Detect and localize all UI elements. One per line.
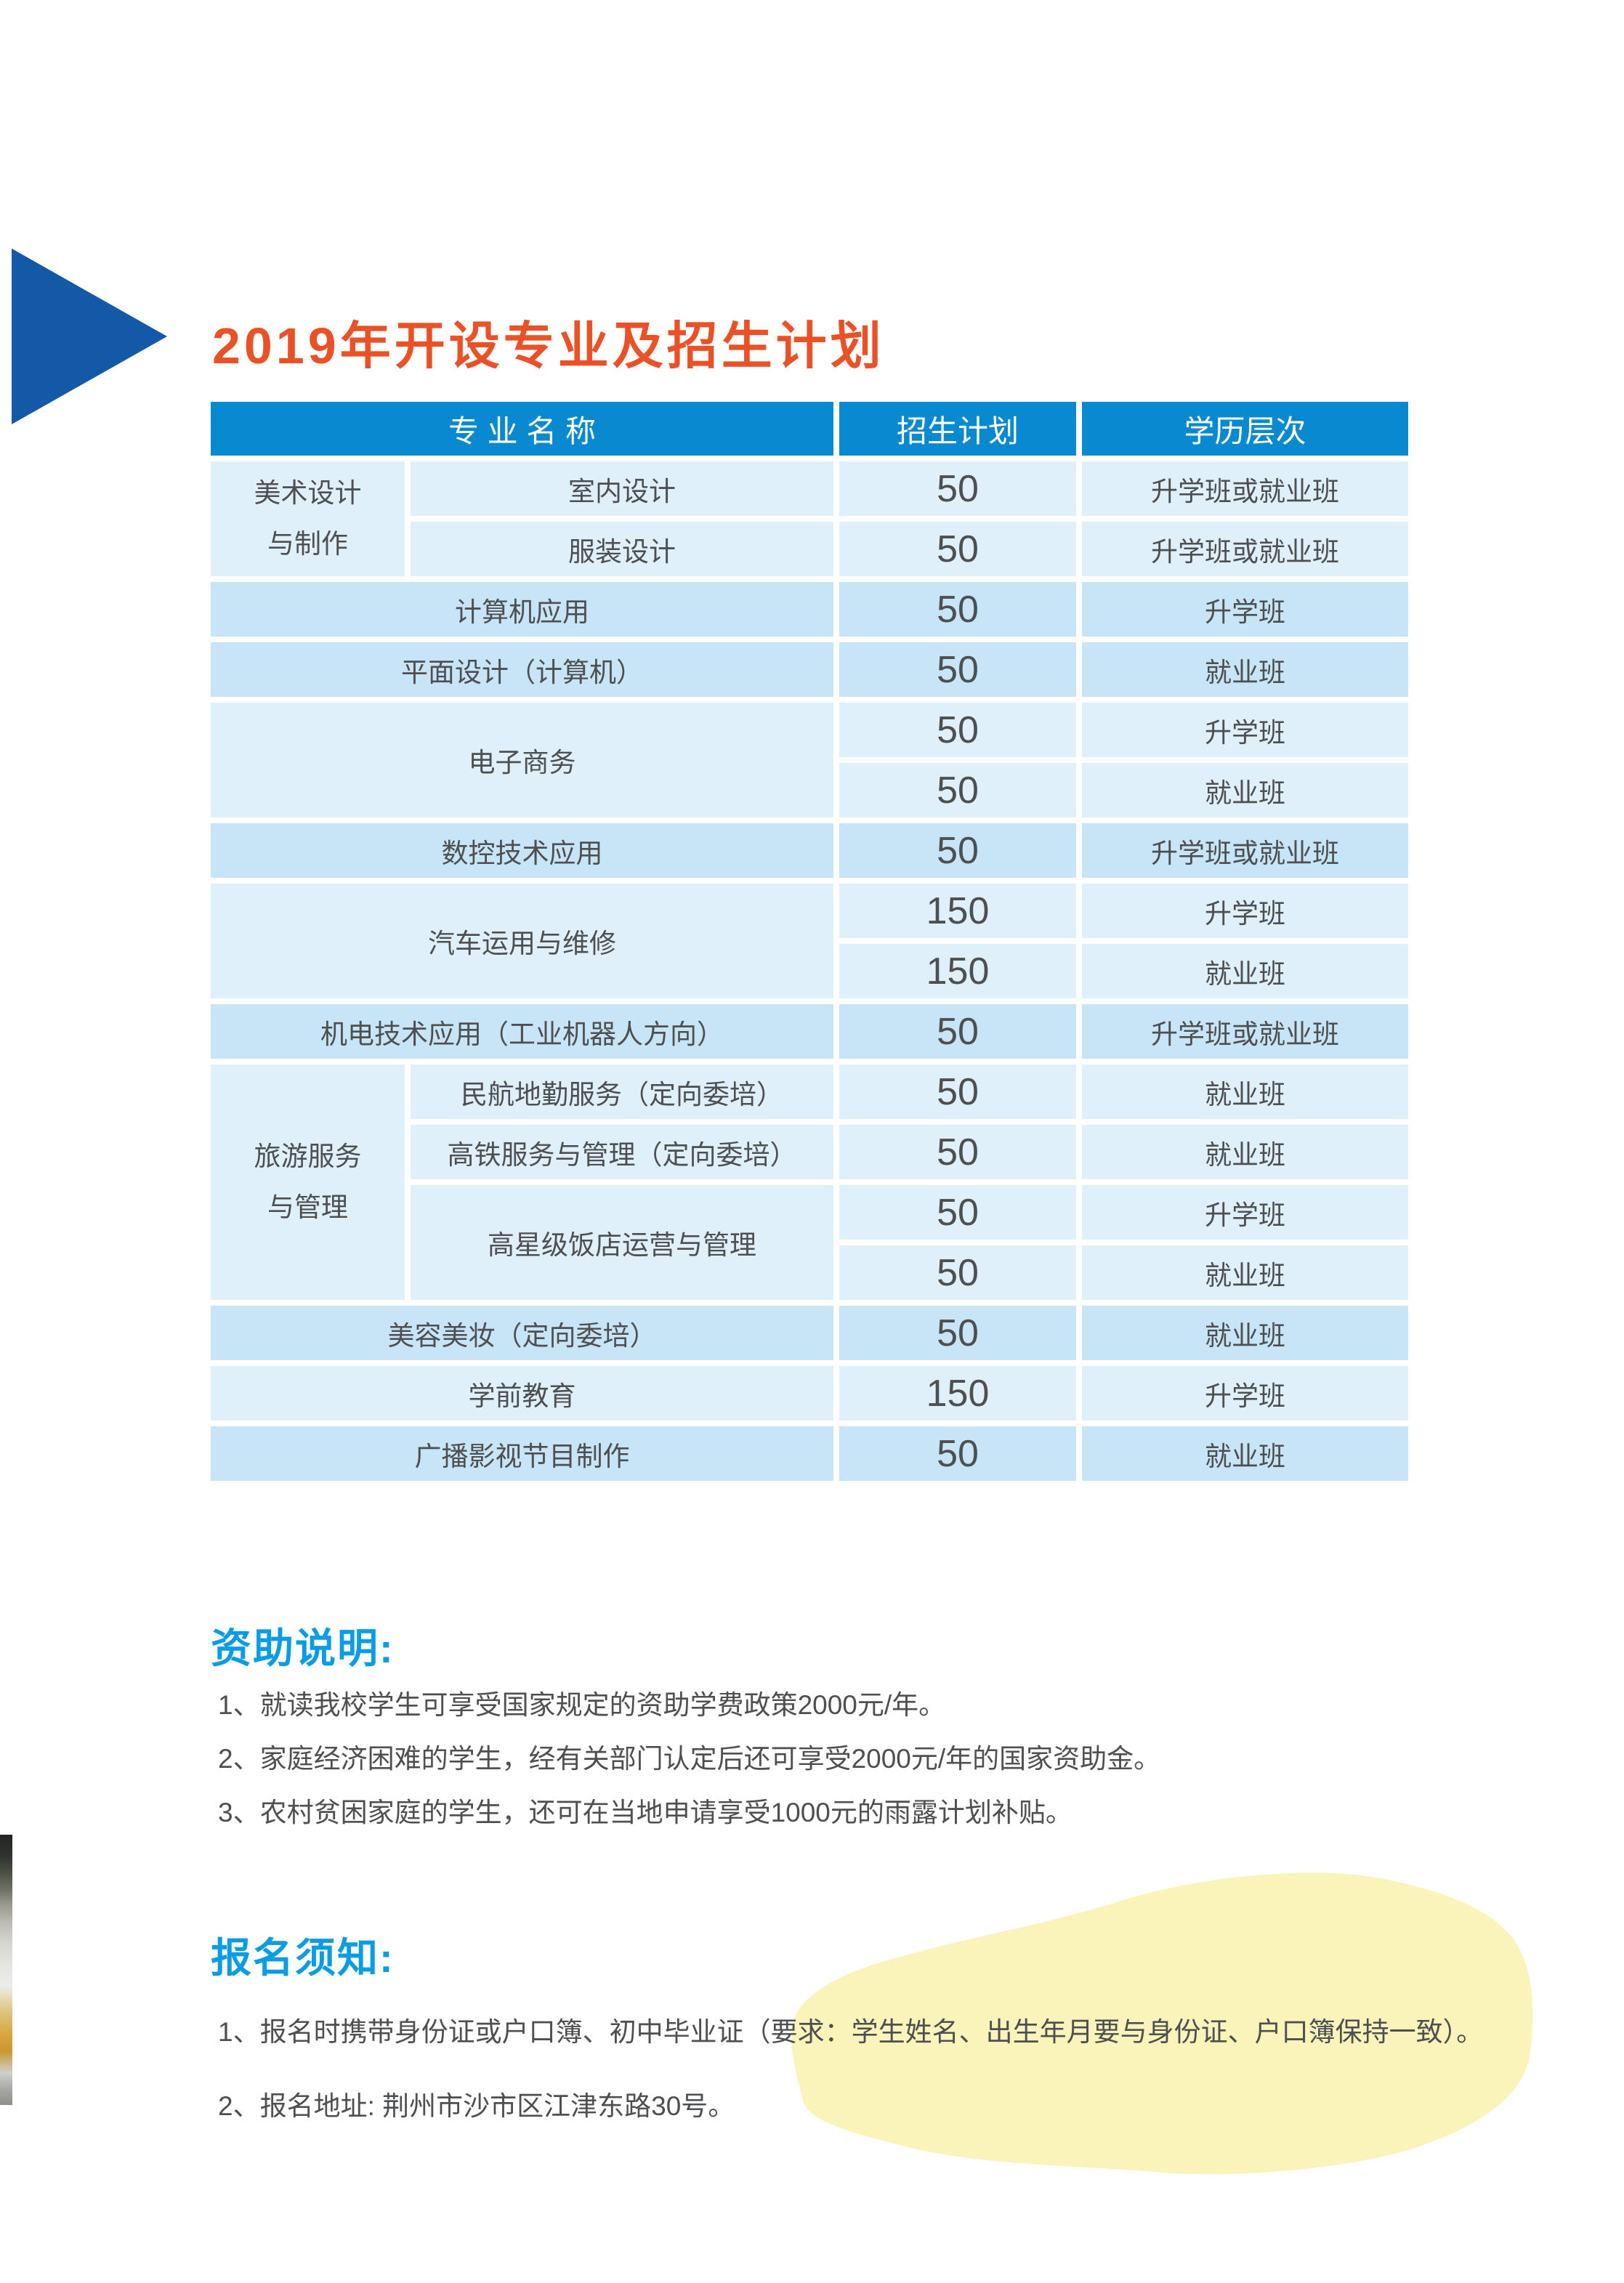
plan-cell: 50 — [839, 582, 1077, 637]
plan-cell: 50 — [839, 522, 1077, 576]
funding-heading: 资助说明: — [211, 1625, 395, 1671]
plan-cell: 50 — [839, 1245, 1077, 1300]
level-cell: 就业班 — [1082, 944, 1409, 998]
plan-cell: 50 — [839, 1125, 1077, 1179]
category-cell: 旅游服务与管理 — [211, 1064, 405, 1300]
table-row: 美容美妆（定向委培） 50 就业班 — [211, 1306, 1409, 1360]
level-cell: 就业班 — [1082, 642, 1409, 697]
level-cell: 升学班或就业班 — [1082, 461, 1409, 516]
major-cell: 数控技术应用 — [211, 823, 834, 878]
plan-cell: 50 — [839, 1306, 1077, 1360]
table-row: 50 就业班 — [211, 763, 1409, 817]
table-header-row: 专 业 名 称 招生计划 学历层次 — [211, 402, 1409, 456]
level-cell: 就业班 — [1082, 1426, 1409, 1481]
level-cell: 升学班或就业班 — [1082, 522, 1409, 576]
level-cell: 就业班 — [1082, 763, 1409, 817]
plan-cell: 50 — [839, 703, 1077, 757]
level-cell: 升学班 — [1082, 1185, 1409, 1240]
table-row: 数控技术应用 50 升学班或就业班 — [211, 823, 1409, 878]
level-cell: 就业班 — [1082, 1306, 1409, 1360]
category-cell: 美术设计与制作 — [211, 461, 405, 576]
photo-strip — [0, 1835, 12, 2105]
major-cell: 平面设计（计算机） — [211, 642, 834, 697]
funding-item: 1、就读我校学生可享受国家规定的资助学费政策2000元/年。 — [218, 1690, 946, 1720]
major-cell: 美容美妆（定向委培） — [211, 1306, 834, 1360]
plan-cell: 50 — [839, 1064, 1077, 1119]
major-cell: 汽车运用与维修 — [211, 884, 834, 998]
yellow-wave-shape — [791, 1872, 1533, 2175]
signup-item: 2、报名地址: 荆州市沙市区江津东路30号。 — [218, 2091, 735, 2121]
header-plan: 招生计划 — [839, 402, 1077, 456]
table-row: 旅游服务与管理 民航地勤服务（定向委培） 50 就业班 — [211, 1064, 1409, 1300]
table-row: 50 就业班 — [211, 1245, 1409, 1300]
signup-heading: 报名须知: — [211, 1935, 395, 1981]
major-cell: 高铁服务与管理（定向委培） — [411, 1125, 834, 1179]
table-row: 汽车运用与维修 150 升学班 — [211, 884, 1409, 998]
enrollment-table: 专 业 名 称 招生计划 学历层次 美术设计与制作 室内设计 50 升学班或就业… — [205, 396, 1414, 1487]
funding-item: 2、家庭经济困难的学生，经有关部门认定后还可享受2000元/年的国家资助金。 — [218, 1744, 1161, 1774]
plan-cell: 50 — [839, 763, 1077, 817]
table-row: 服装设计 50 升学班或就业班 — [211, 522, 1409, 576]
table-row: 电子商务 50 升学班 — [211, 703, 1409, 817]
major-cell: 高星级饭店运营与管理 — [411, 1185, 834, 1300]
major-cell: 机电技术应用（工业机器人方向） — [211, 1004, 834, 1059]
major-cell: 服装设计 — [411, 522, 834, 576]
major-cell: 广播影视节目制作 — [211, 1426, 834, 1481]
plan-cell: 150 — [839, 884, 1077, 938]
table-row: 美术设计与制作 室内设计 50 升学班或就业班 — [211, 461, 1409, 576]
plan-cell: 50 — [839, 823, 1077, 878]
table-row: 计算机应用 50 升学班 — [211, 582, 1409, 637]
major-cell: 室内设计 — [411, 461, 834, 516]
signup-item: 1、报名时携带身份证或户口簿、初中毕业证（要求：学生姓名、出生年月要与身份证、户… — [218, 2017, 1484, 2047]
major-cell: 电子商务 — [211, 703, 834, 817]
level-cell: 就业班 — [1082, 1245, 1409, 1300]
funding-item: 3、农村贫困家庭的学生，还可在当地申请享受1000元的雨露计划补贴。 — [218, 1798, 1072, 1827]
table-row: 高星级饭店运营与管理 50 升学班 — [211, 1185, 1409, 1300]
level-cell: 升学班或就业班 — [1082, 1004, 1409, 1059]
table-row: 高铁服务与管理（定向委培） 50 就业班 — [211, 1125, 1409, 1179]
level-cell: 就业班 — [1082, 1125, 1409, 1179]
table-row: 广播影视节目制作 50 就业班 — [211, 1426, 1409, 1481]
major-cell: 学前教育 — [211, 1366, 834, 1421]
header-major: 专 业 名 称 — [211, 402, 834, 456]
level-cell: 升学班 — [1082, 582, 1409, 637]
level-cell: 升学班或就业班 — [1082, 823, 1409, 878]
level-cell: 升学班 — [1082, 884, 1409, 938]
level-cell: 升学班 — [1082, 703, 1409, 757]
level-cell: 升学班 — [1082, 1366, 1409, 1421]
major-cell: 计算机应用 — [211, 582, 834, 637]
plan-cell: 150 — [839, 944, 1077, 998]
table-row: 平面设计（计算机） 50 就业班 — [211, 642, 1409, 697]
plan-cell: 50 — [839, 1426, 1077, 1481]
triangle-accent-icon — [12, 248, 167, 424]
page-title: 2019年开设专业及招生计划 — [212, 318, 885, 374]
level-cell: 就业班 — [1082, 1064, 1409, 1119]
plan-cell: 50 — [839, 1004, 1077, 1059]
plan-cell: 50 — [839, 642, 1077, 697]
plan-cell: 50 — [839, 1185, 1077, 1240]
major-cell: 民航地勤服务（定向委培） — [411, 1064, 834, 1119]
table-row: 150 就业班 — [211, 944, 1409, 998]
plan-cell: 150 — [839, 1366, 1077, 1421]
plan-cell: 50 — [839, 461, 1077, 516]
table-row: 学前教育 150 升学班 — [211, 1366, 1409, 1421]
table-row: 机电技术应用（工业机器人方向） 50 升学班或就业班 — [211, 1004, 1409, 1059]
header-level: 学历层次 — [1082, 402, 1409, 456]
